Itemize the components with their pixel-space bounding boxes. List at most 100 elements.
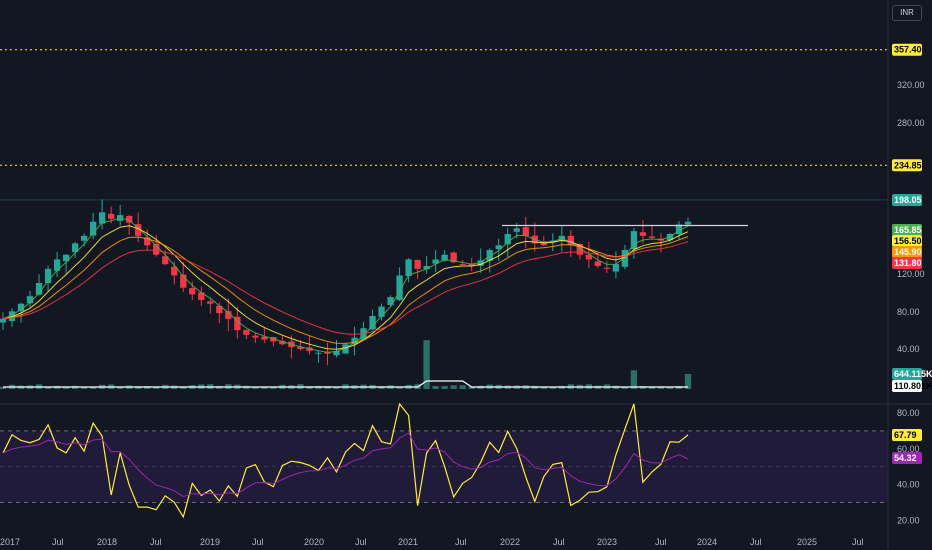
candle-body (315, 352, 322, 354)
candle-body (252, 335, 259, 338)
rsi-badge-label: 67.79 (894, 430, 917, 440)
time-tick-label: Jul (355, 537, 367, 547)
candle-body (98, 212, 106, 224)
candle-body (513, 228, 520, 232)
moving-average-0 (2, 217, 689, 353)
candle-body (180, 274, 187, 288)
price-tick-label: 80.00 (897, 307, 920, 317)
volume-bar (396, 386, 403, 389)
volume-bar (80, 386, 88, 389)
volume-bar (89, 386, 97, 389)
volume-bar (423, 340, 430, 389)
volume-avg-badge-label: 110.801K (894, 381, 932, 391)
price-tick-label: 120.00 (897, 269, 925, 279)
candle-body (279, 340, 286, 345)
ma-badge-0: 165.85 (892, 224, 922, 236)
level-badge-1-bg (892, 159, 922, 172)
volume-bar (333, 386, 340, 389)
candle-body (171, 266, 178, 276)
volume-bar (630, 370, 638, 389)
volume-bar (648, 386, 656, 389)
time-tick-label: Jul (852, 537, 864, 547)
candle-body (504, 233, 511, 245)
level-badge-1: 234.85 (892, 159, 922, 172)
price-tick-label: 320.00 (897, 80, 925, 90)
rsi-badge-bg (892, 429, 922, 441)
volume-bar (468, 386, 475, 389)
price-tick-label: 40.00 (897, 344, 920, 354)
time-tick-label: Jul (52, 537, 64, 547)
candle-body (17, 303, 25, 312)
candle-body (675, 224, 683, 235)
rsi-pane (0, 402, 932, 519)
ma-badge-3-bg (892, 257, 922, 269)
ma-badge-3: 131.80 (892, 257, 922, 269)
volume-badge-bg (892, 368, 922, 380)
rsi-ma-badge: 54.32 (892, 452, 922, 464)
candle-body (108, 213, 115, 219)
candle-body (477, 260, 484, 266)
ma-badge-0-bg (892, 224, 922, 236)
candle-body (585, 254, 593, 260)
badge-layer: 357.40 234.85 198.05 165.85156.50145.90131.… (892, 43, 932, 464)
candle-body (144, 237, 151, 246)
current-price-badge: 198.05 (892, 193, 922, 206)
candle-body (225, 311, 232, 319)
time-tick-label: 2021 (398, 537, 418, 547)
candle-body (576, 244, 583, 255)
ma-badge-3-label: 131.80 (894, 258, 922, 268)
candle-body (80, 235, 88, 241)
candle-body (162, 256, 169, 265)
candle-body (414, 259, 421, 269)
rsi-tick-label: 40.00 (897, 480, 920, 490)
level-badge-1-label: 234.85 (894, 160, 922, 170)
volume-bar (44, 386, 52, 389)
volume-bar (549, 386, 556, 389)
ma-badge-2-label: 145.90 (894, 247, 922, 257)
volume-bar (153, 386, 160, 389)
candle-body (198, 292, 205, 300)
candle-body (342, 344, 349, 354)
candle-body (351, 337, 358, 345)
candle-body (135, 224, 142, 236)
volume-avg-badge: 110.801K (892, 380, 932, 392)
volume-badge: 644.115K (892, 368, 932, 380)
candle-body (396, 275, 403, 300)
currency-selector[interactable]: INR (892, 5, 922, 21)
volume-average-line (3, 380, 688, 388)
volume-badge-label: 644.115K (894, 369, 932, 379)
candle-body (450, 252, 457, 263)
candle-body (62, 254, 70, 262)
volume-bar (270, 386, 277, 389)
candle-body (261, 336, 268, 340)
volume-bar (666, 386, 674, 389)
time-tick-label: Jul (553, 537, 565, 547)
candle-body (53, 259, 61, 271)
level-badge-0-label: 357.40 (894, 45, 922, 55)
candle-body (522, 227, 529, 236)
rsi-tick-label: 60.00 (897, 444, 920, 454)
time-tick-label: Jul (750, 537, 762, 547)
volume-bar (62, 386, 70, 389)
current-price-badge-bg (892, 193, 922, 206)
current-price-badge-label: 198.05 (894, 195, 922, 205)
candle-body (648, 236, 656, 238)
time-tick-label: 2022 (500, 537, 520, 547)
candle-body (423, 266, 430, 270)
candle-body (540, 241, 547, 246)
candle-body (378, 306, 385, 317)
candle-body (207, 301, 214, 304)
volume-bar (0, 386, 7, 389)
time-tick-label: 2017 (0, 537, 20, 547)
candle-body (459, 264, 466, 266)
ma-badge-1-label: 156.50 (894, 236, 922, 246)
candle-body (405, 259, 412, 277)
volume-bar (432, 385, 439, 389)
time-tick-label: 2020 (304, 537, 324, 547)
candle-body (189, 288, 196, 295)
moving-average-1 (2, 225, 689, 350)
candle-body (630, 231, 638, 250)
candle-body (387, 297, 394, 305)
volume-bar (261, 386, 268, 389)
